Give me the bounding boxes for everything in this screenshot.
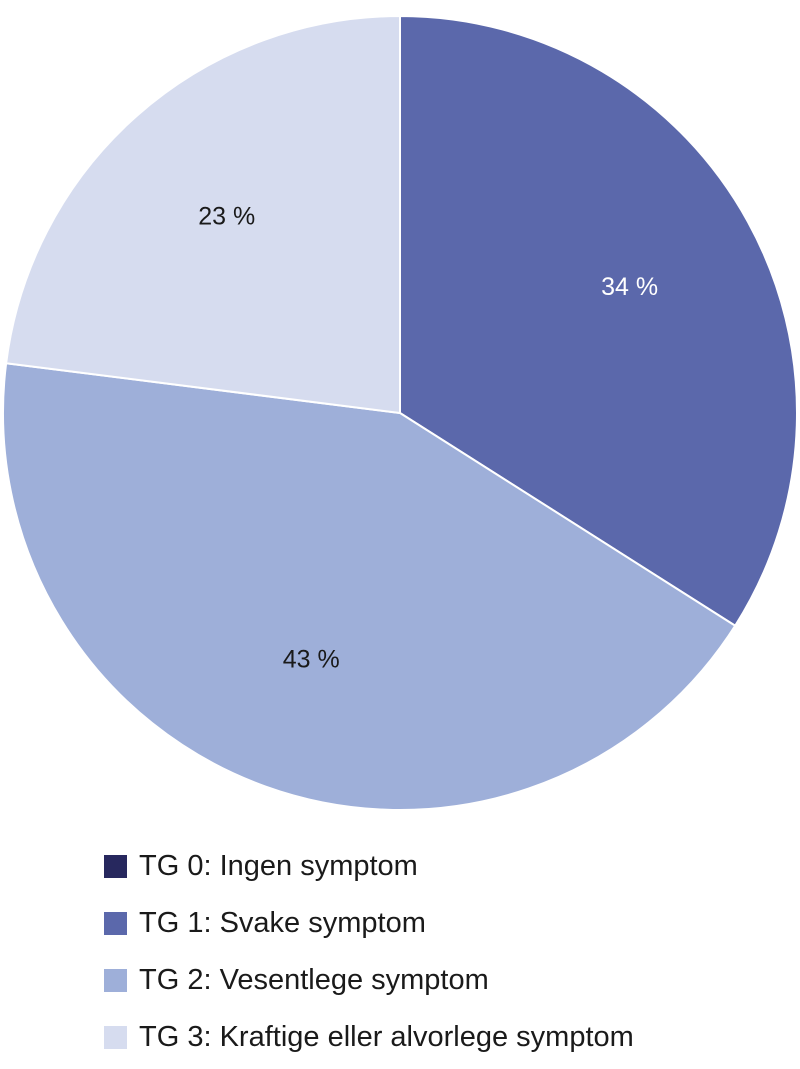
- pie-slice-label-3: 23 %: [198, 203, 255, 231]
- pie-slice-3: [5, 15, 401, 414]
- legend-item-1: TG 1: Svake symptom: [104, 895, 634, 952]
- legend-label: TG 3: Kraftige eller alvorlege symptom: [139, 1021, 634, 1053]
- pie-slice-label-1: 34 %: [601, 273, 658, 301]
- pie-slice-2: [1, 362, 737, 811]
- legend-item-2: TG 2: Vesentlege symptom: [104, 952, 634, 1009]
- legend-label: TG 1: Svake symptom: [139, 907, 426, 939]
- pie-slices: [1, 15, 798, 811]
- legend-swatch: [104, 1026, 127, 1049]
- chart-legend: TG 0: Ingen symptom TG 1: Svake symptom TG…: [104, 838, 634, 1066]
- legend-swatch: [104, 969, 127, 992]
- legend-swatch: [104, 912, 127, 935]
- pie-slice-labels: 34 % 43 % 23 %: [198, 203, 658, 674]
- legend-label: TG 0: Ingen symptom: [139, 850, 418, 882]
- pie-chart: 34 % 43 % 23 %: [1, 15, 798, 811]
- pie-slice-1: [399, 15, 798, 627]
- legend-item-3: TG 3: Kraftige eller alvorlege symptom: [104, 1009, 634, 1066]
- legend-swatch: [104, 855, 127, 878]
- pie-slice-label-2: 43 %: [283, 646, 340, 674]
- legend-label: TG 2: Vesentlege symptom: [139, 964, 489, 996]
- legend-item-0: TG 0: Ingen symptom: [104, 838, 634, 895]
